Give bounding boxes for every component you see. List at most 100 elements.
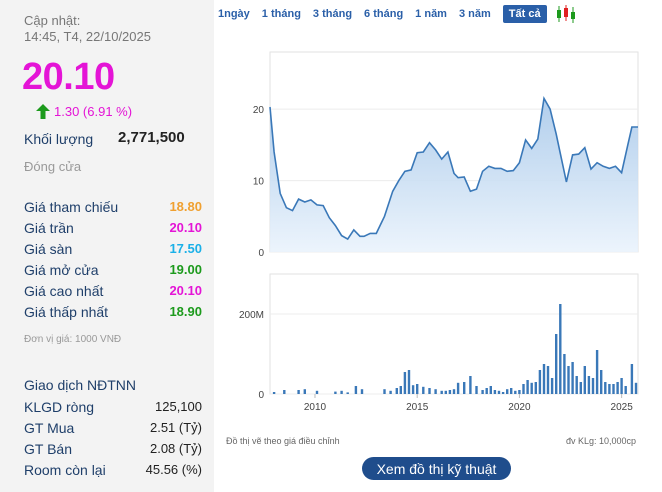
price-value: 18.80 [169, 199, 202, 214]
up-arrow-icon [36, 104, 50, 119]
volume-bar [383, 389, 386, 394]
volume-bar [272, 392, 276, 394]
volume-bar [575, 376, 578, 394]
volume-bar [422, 386, 425, 394]
volume-bar [469, 376, 472, 394]
volume-bar [514, 390, 517, 394]
volume-bar [616, 382, 619, 394]
price-unit-note: Đơn vị giá: 1000 VNĐ [24, 334, 122, 345]
price-label: Giá trần [24, 219, 74, 236]
volume-bar [411, 385, 415, 394]
foreign-value: 2.51 (Tỷ) [149, 420, 202, 435]
updated-label: Cập nhật: [24, 13, 81, 28]
price-value: 19.00 [169, 262, 202, 277]
period-tabs: 1ngày 1 tháng 3 tháng 6 tháng 1 năm 3 nă… [218, 4, 577, 24]
tab-3-years[interactable]: 3 năm [458, 8, 491, 20]
year-tick-label: 2015 [406, 402, 429, 413]
volume-bar [354, 386, 358, 394]
foreign-label: GT Mua [24, 419, 75, 436]
tab-3-months[interactable]: 3 tháng [312, 8, 353, 20]
volume-bar [526, 380, 529, 394]
market-status: Đóng cửa [24, 159, 82, 174]
price-list: Giá tham chiếu 18.80 Giá trần 20.10 Giá … [24, 196, 202, 322]
volume-bar [452, 389, 456, 394]
volume-bar [346, 392, 349, 394]
volume-bar [571, 362, 574, 394]
volume-bar [283, 390, 286, 394]
price-row-floor: Giá sàn 17.50 [24, 238, 202, 259]
price-row-reference: Giá tham chiếu 18.80 [24, 196, 202, 217]
foreign-label: KLGD ròng [24, 398, 95, 415]
volume-bar [303, 389, 306, 394]
volume-bar [315, 390, 319, 394]
year-tick-label: 2020 [508, 402, 531, 413]
volume-bar [608, 384, 611, 394]
volume-bar [485, 388, 488, 394]
volume-bar [395, 388, 398, 394]
volume-bar [501, 392, 505, 394]
price-volume-chart[interactable]: 0 10 20 0 200M 2010 2015 2020 2025 [218, 26, 662, 450]
quote-panel: Cập nhật: 14:45, T4, 22/10/2025 20.10 1.… [0, 0, 214, 492]
volume-bar [550, 378, 554, 394]
volume-bar [448, 390, 452, 394]
volume-bar [538, 370, 542, 394]
technical-chart-button[interactable]: Xem đồ thị kỹ thuật [362, 457, 511, 480]
volume-tick-label: 200M [239, 310, 264, 321]
foreign-row: KLGD ròng 125,100 [24, 396, 202, 417]
tab-6-months[interactable]: 6 tháng [364, 8, 404, 20]
tab-all[interactable]: Tất cả [502, 5, 547, 23]
volume-bar [522, 384, 525, 394]
price-value: 20.10 [169, 283, 202, 298]
volume-bar [630, 364, 634, 394]
tab-1-day[interactable]: 1ngày [218, 8, 250, 20]
chart-footer-note: Đồ thị vẽ theo giá điều chỉnh [226, 436, 340, 446]
volume-bar [399, 386, 402, 394]
volume-bar [360, 389, 364, 394]
price-label: Giá thấp nhất [24, 303, 109, 320]
volume-bar [463, 382, 466, 394]
price-change-value: 1.30 (6.91 %) [54, 104, 133, 119]
volume-bar [546, 366, 550, 394]
foreign-trading: Giao dịch NĐTNN KLGD ròng 125,100 GT Mua… [24, 375, 202, 480]
foreign-trading-title: Giao dịch NĐTNN [24, 377, 137, 393]
volume-bar [600, 370, 603, 394]
volume-bar [579, 382, 582, 394]
price-tick-label: 0 [258, 248, 264, 259]
volume-bar [620, 378, 623, 394]
volume-unit-note: đv KLg: 10,000cp [566, 436, 637, 446]
volume-value: 2,771,500 [118, 129, 185, 146]
volume-bar [634, 382, 638, 394]
volume-bar [595, 350, 599, 394]
foreign-value: 45.56 (%) [145, 462, 202, 477]
volume-bar [340, 390, 343, 394]
price-row-ceiling: Giá trần 20.10 [24, 217, 202, 238]
foreign-value: 2.08 (Tỷ) [149, 441, 202, 456]
tab-1-month[interactable]: 1 tháng [261, 8, 301, 20]
volume-bar [489, 386, 492, 394]
volume-bar [434, 389, 437, 394]
price-value: 17.50 [169, 241, 202, 256]
volume-label: Khối lượng [24, 131, 94, 147]
volume-bar [587, 376, 591, 394]
price-label: Giá tham chiếu [24, 198, 119, 215]
year-tick-label: 2025 [611, 402, 634, 413]
price-line [269, 96, 638, 241]
foreign-label: Room còn lại [24, 461, 106, 478]
candlestick-icon[interactable] [555, 4, 577, 24]
volume-bar [506, 389, 509, 394]
volume-bar [563, 354, 566, 394]
price-tick-label: 10 [253, 177, 265, 188]
volume-bar [403, 372, 407, 394]
tab-1-year[interactable]: 1 năm [415, 8, 447, 20]
volume-bar [604, 382, 607, 394]
price-change: 1.30 (6.91 %) [36, 104, 132, 119]
volume-bar [475, 386, 478, 394]
foreign-label: GT Bán [24, 440, 72, 457]
volume-tick-label: 0 [258, 390, 264, 401]
price-label: Giá sàn [24, 240, 73, 257]
volume-bar [612, 384, 615, 394]
volume-bar [297, 390, 300, 394]
price-label: Giá cao nhất [24, 282, 104, 299]
volume-bar [493, 390, 497, 394]
price-label: Giá mở cửa [24, 261, 99, 278]
